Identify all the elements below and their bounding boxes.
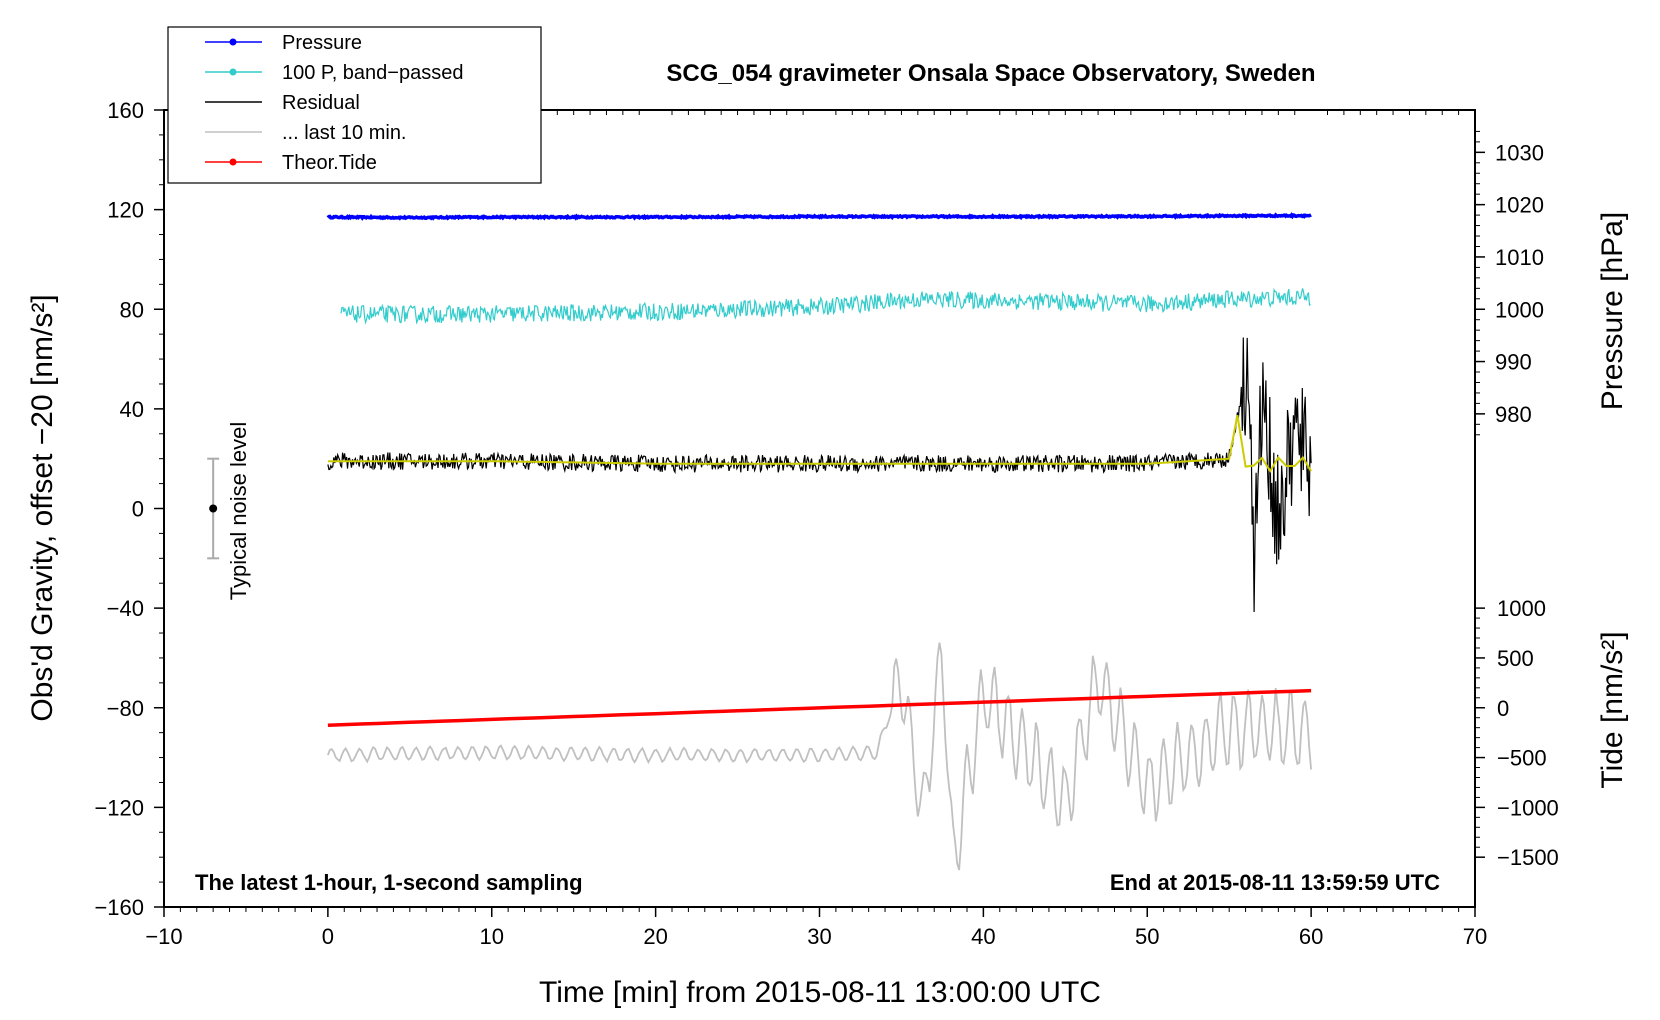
legend-label: ... last 10 min. xyxy=(282,122,407,144)
legend-label: Pressure xyxy=(282,32,362,54)
tide-tick-label: 500 xyxy=(1497,646,1534,671)
noise-bar xyxy=(207,457,220,560)
x-tick-label: 0 xyxy=(322,924,334,949)
tide-tick-label: −500 xyxy=(1497,746,1547,771)
y-tick-label: −40 xyxy=(107,596,144,621)
series-line-theor-tide xyxy=(327,688,1312,727)
pressure-tick-label: 1010 xyxy=(1495,245,1544,270)
y-axis-left: 160 120 80 40 0 −40 −80 −120 −160 xyxy=(94,98,164,920)
x-tick-label: −10 xyxy=(145,924,182,949)
x-tick-label: 40 xyxy=(971,924,995,949)
series-line-pressure xyxy=(326,212,1312,221)
y-tick-label: −120 xyxy=(94,795,144,820)
y-tick-label: −80 xyxy=(107,696,144,721)
pressure-tick-label: 1000 xyxy=(1495,297,1544,322)
tide-tick-label: −1500 xyxy=(1497,845,1559,870)
pressure-tick-label: 1020 xyxy=(1495,193,1544,218)
x-axis-label: Time [min] from 2015-08-11 13:00:00 UTC xyxy=(539,976,1101,1009)
legend-marker-pressure xyxy=(229,38,237,46)
legend-label: 100 P, band−passed xyxy=(282,62,463,84)
pressure-tick-label: 990 xyxy=(1495,350,1532,375)
x-tick-label: 30 xyxy=(807,924,831,949)
x-tick-label: 20 xyxy=(643,924,667,949)
y-tick-label: 0 xyxy=(132,497,144,522)
y-axis-tide-label: Tide [nm/s²] xyxy=(1596,631,1629,788)
tide-tick-label: 0 xyxy=(1497,696,1509,721)
y-axis-pressure-label: Pressure [hPa] xyxy=(1596,212,1629,410)
legend-items: Pressure 100 P, band−passed Residual ... la… xyxy=(205,32,463,174)
pressure-tick-label: 1030 xyxy=(1495,140,1544,165)
noise-label: Typical noise level xyxy=(226,422,251,601)
x-tick-label: 60 xyxy=(1299,924,1323,949)
legend-label: Theor.Tide xyxy=(282,152,377,174)
legend-box xyxy=(167,26,542,184)
noise-bar-center xyxy=(209,504,218,513)
series-layer xyxy=(326,212,1312,871)
x-tick-label: 10 xyxy=(480,924,504,949)
series-line-last-10-min xyxy=(327,642,1312,871)
tide-tick-label: 1000 xyxy=(1497,596,1546,621)
legend-marker-100-p-band-passed xyxy=(229,68,237,76)
legend-marker-theor-tide xyxy=(229,158,237,166)
annotation-sampling: The latest 1-hour, 1-second sampling xyxy=(195,870,583,895)
legend: Pressure 100 P, band−passed Residual ... la… xyxy=(167,26,542,184)
y-axis-pressure: 1030 1020 1010 1000 990 980 xyxy=(1475,130,1544,436)
legend-label: Residual xyxy=(282,92,360,114)
series-line-residual xyxy=(327,337,1312,613)
y-axis-tide: 1000 500 0 −500 −1000 −1500 xyxy=(1475,596,1559,870)
y-tick-label: −160 xyxy=(94,895,144,920)
series-line-100-p-band-passed xyxy=(340,287,1311,325)
x-axis: −10 0 10 20 30 40 50 60 70 xyxy=(145,110,1487,949)
y-axis-left-label: Obs'd Gravity, offset −20 [nm/s²] xyxy=(26,294,59,721)
y-tick-label: 80 xyxy=(120,297,144,322)
tide-tick-label: −1000 xyxy=(1497,795,1559,820)
pressure-tick-label: 980 xyxy=(1495,402,1532,427)
series-line-residual-smoothed xyxy=(327,414,1312,474)
y-tick-label: 40 xyxy=(120,397,144,422)
y-tick-label: 120 xyxy=(107,198,144,223)
x-tick-label: 70 xyxy=(1463,924,1487,949)
y-tick-label: 160 xyxy=(107,98,144,123)
chart-title: SCG_054 gravimeter Onsala Space Observat… xyxy=(666,60,1315,87)
annotation-end-time: End at 2015-08-11 13:59:59 UTC xyxy=(1110,870,1440,895)
x-tick-label: 50 xyxy=(1135,924,1159,949)
